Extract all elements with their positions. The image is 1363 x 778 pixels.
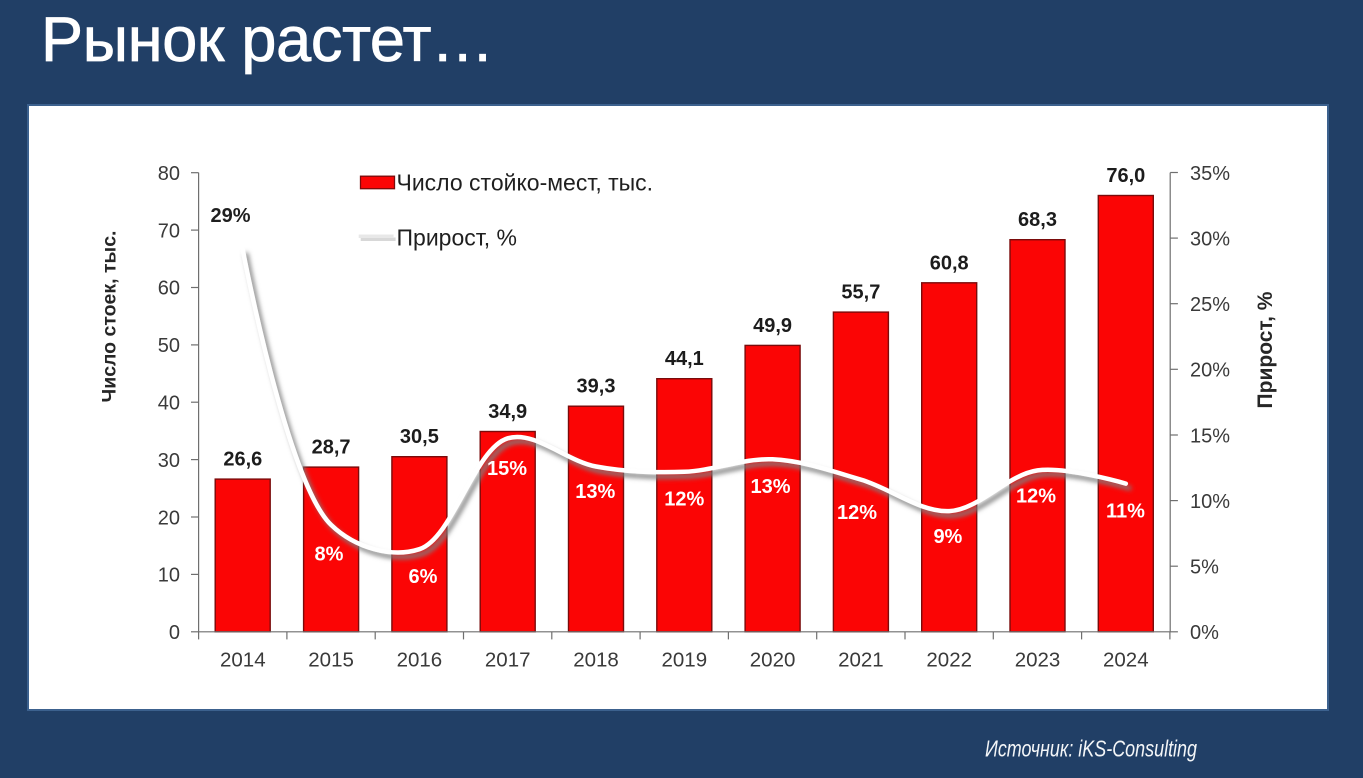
- svg-text:Прирост, %: Прирост, %: [397, 225, 517, 251]
- svg-text:30,5: 30,5: [400, 426, 439, 448]
- svg-text:50: 50: [158, 335, 180, 357]
- svg-text:2016: 2016: [397, 648, 443, 671]
- svg-text:0%: 0%: [1190, 622, 1219, 644]
- svg-text:2022: 2022: [926, 648, 972, 671]
- svg-text:25%: 25%: [1190, 294, 1230, 316]
- svg-text:20: 20: [158, 507, 180, 529]
- svg-text:2020: 2020: [750, 648, 796, 671]
- svg-text:30: 30: [158, 450, 180, 472]
- svg-text:0: 0: [169, 622, 180, 644]
- svg-text:10: 10: [158, 565, 180, 587]
- svg-text:10%: 10%: [1190, 491, 1230, 513]
- svg-text:2023: 2023: [1015, 648, 1061, 671]
- svg-text:49,9: 49,9: [753, 315, 792, 337]
- svg-text:12%: 12%: [664, 488, 704, 510]
- svg-text:76,0: 76,0: [1106, 165, 1145, 187]
- svg-text:9%: 9%: [933, 526, 962, 548]
- svg-text:2024: 2024: [1103, 648, 1149, 671]
- svg-text:8%: 8%: [315, 543, 344, 565]
- svg-text:2017: 2017: [485, 648, 531, 671]
- svg-text:15%: 15%: [487, 458, 527, 480]
- svg-text:40: 40: [158, 393, 180, 415]
- svg-text:68,3: 68,3: [1018, 209, 1057, 231]
- svg-text:80: 80: [158, 163, 180, 185]
- svg-text:2015: 2015: [308, 648, 354, 671]
- svg-text:Число стоек, тыс.: Число стоек, тыс.: [99, 231, 121, 403]
- svg-text:Число стойко-мест, тыс.: Число стойко-мест, тыс.: [397, 169, 654, 195]
- svg-text:13%: 13%: [575, 481, 615, 503]
- svg-text:28,7: 28,7: [312, 437, 351, 459]
- svg-text:35%: 35%: [1190, 163, 1230, 185]
- svg-text:60,8: 60,8: [930, 252, 969, 274]
- svg-text:44,1: 44,1: [665, 348, 704, 370]
- svg-text:Источник: iKS-Consulting: Источник: iKS-Consulting: [985, 736, 1197, 762]
- svg-text:60: 60: [158, 278, 180, 300]
- svg-text:70: 70: [158, 220, 180, 242]
- svg-text:30%: 30%: [1190, 228, 1230, 250]
- svg-text:13%: 13%: [750, 476, 790, 498]
- svg-text:6%: 6%: [409, 566, 438, 588]
- svg-text:2014: 2014: [220, 648, 266, 671]
- svg-text:12%: 12%: [837, 502, 877, 524]
- svg-text:5%: 5%: [1190, 557, 1219, 579]
- svg-text:26,6: 26,6: [223, 449, 262, 471]
- svg-text:2021: 2021: [838, 648, 884, 671]
- svg-text:Прирост, %: Прирост, %: [1254, 291, 1277, 408]
- svg-text:29%: 29%: [210, 205, 250, 227]
- svg-text:11%: 11%: [1106, 500, 1145, 522]
- svg-text:12%: 12%: [1016, 486, 1056, 508]
- svg-text:39,3: 39,3: [577, 376, 616, 398]
- svg-text:2019: 2019: [661, 648, 707, 671]
- svg-text:15%: 15%: [1190, 425, 1230, 447]
- svg-text:2018: 2018: [573, 648, 619, 671]
- svg-text:20%: 20%: [1190, 360, 1230, 382]
- svg-text:55,7: 55,7: [841, 282, 880, 304]
- svg-text:34,9: 34,9: [488, 401, 527, 423]
